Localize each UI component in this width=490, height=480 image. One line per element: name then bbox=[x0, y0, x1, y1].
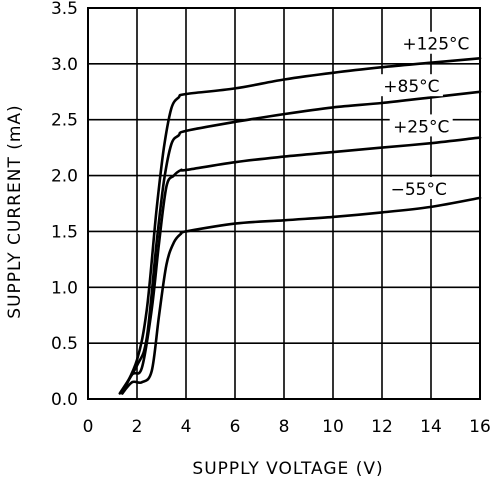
series-line-25c bbox=[121, 136, 482, 395]
y-axis-title: SUPPLY CURRENT (mA) bbox=[5, 104, 25, 318]
x-tick-label: 0 bbox=[83, 417, 94, 437]
y-tick-label: 2.0 bbox=[51, 167, 78, 187]
x-tick-label: 10 bbox=[322, 417, 344, 437]
y-tick-label: 3.5 bbox=[51, 0, 78, 19]
x-tick-label: 12 bbox=[371, 417, 393, 437]
series-label-backdrop bbox=[379, 74, 443, 97]
series-label: +25°C bbox=[393, 117, 449, 137]
y-tick-label: 3.0 bbox=[51, 55, 78, 75]
series-label: −55°C bbox=[391, 180, 447, 200]
series-label-backdrop bbox=[398, 31, 473, 54]
y-tick-label: 0.0 bbox=[51, 390, 78, 410]
y-tick-labels: 0.0 0.5 1.0 1.5 2.0 2.5 3.0 3.5 bbox=[51, 0, 78, 410]
x-tick-label: 16 bbox=[469, 417, 490, 437]
y-tick-label: 1.5 bbox=[51, 222, 78, 242]
y-tick-label: 1.0 bbox=[51, 278, 78, 298]
series-label-backdrop bbox=[389, 114, 453, 137]
plot-frame bbox=[87, 7, 481, 400]
x-tick-label: 4 bbox=[181, 417, 192, 437]
y-tick-label: 2.5 bbox=[51, 111, 78, 131]
series-line-55c bbox=[121, 196, 482, 395]
x-tick-label: 14 bbox=[420, 417, 442, 437]
x-tick-label: 8 bbox=[279, 417, 290, 437]
x-tick-labels: 0 2 4 6 8 10 12 14 16 bbox=[83, 417, 490, 437]
x-tick-label: 2 bbox=[132, 417, 143, 437]
x-axis-title: SUPPLY VOLTAGE (V) bbox=[192, 459, 383, 479]
series-curves bbox=[118, 57, 482, 395]
series-line-125c bbox=[121, 57, 482, 394]
y-tick-label: 0.5 bbox=[51, 334, 78, 354]
series-label-backdrop bbox=[387, 176, 451, 199]
series-label: +85°C bbox=[383, 77, 439, 97]
x-tick-label: 6 bbox=[230, 417, 241, 437]
series-labels: +125°C +85°C +25°C −55°C bbox=[379, 31, 473, 200]
series-label: +125°C bbox=[402, 35, 469, 55]
